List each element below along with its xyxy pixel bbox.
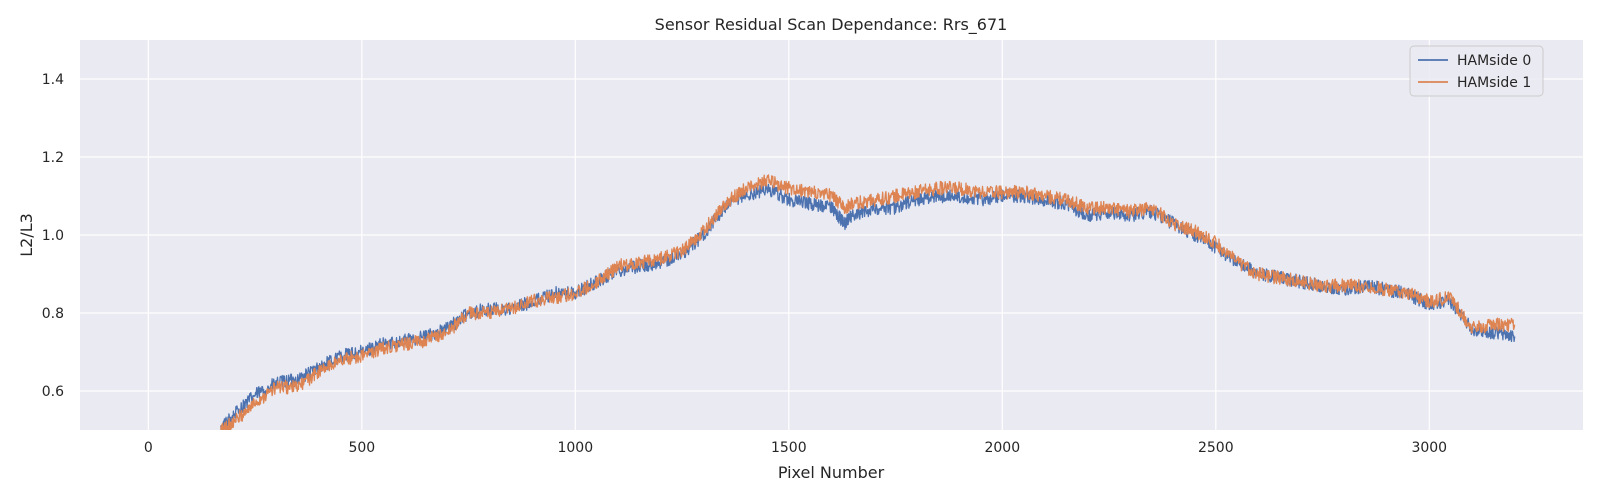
x-tick-label: 2500: [1198, 440, 1234, 456]
x-axis-label: Pixel Number: [778, 463, 885, 482]
grid: [80, 40, 1583, 430]
x-tick-label: 2000: [984, 440, 1020, 456]
x-tick-label: 500: [348, 440, 375, 456]
y-tick-label: 1.2: [42, 150, 64, 166]
legend-box: [1409, 45, 1544, 97]
y-axis-label: L2/L3: [17, 213, 36, 257]
x-tick-label: 1000: [557, 440, 593, 456]
x-tick-label: 3000: [1411, 440, 1447, 456]
legend-label: HAMside 0: [1457, 53, 1531, 69]
y-tick-label: 1.0: [42, 228, 64, 244]
y-axis-ticks: 0.6 0.8 1.0 1.2 1.4: [42, 72, 64, 400]
series-line-hamside-1: [220, 174, 1516, 430]
x-axis-ticks: 0 500 1000 1500 2000 2500 3000: [144, 440, 1447, 456]
legend: HAMside 0 HAMside 1: [1409, 45, 1544, 97]
series-layer: [220, 174, 1516, 430]
y-tick-label: 1.4: [42, 72, 64, 88]
y-tick-label: 0.8: [42, 306, 64, 322]
legend-label: HAMside 1: [1457, 75, 1531, 91]
y-tick-label: 0.6: [42, 384, 64, 400]
x-tick-label: 0: [144, 440, 153, 456]
x-tick-label: 1500: [771, 440, 807, 456]
chart-title: Sensor Residual Scan Dependance: Rrs_671: [655, 15, 1008, 35]
